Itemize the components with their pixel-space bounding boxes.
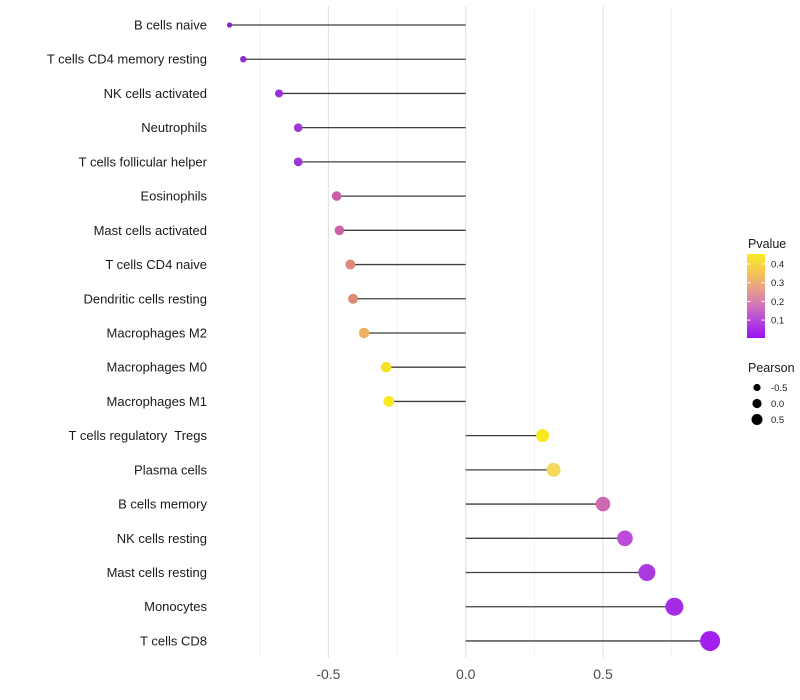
y-axis-label: Eosinophils [141, 189, 208, 204]
pearson-legend-label: -0.5 [771, 383, 787, 394]
pearson-legend-title: Pearson [748, 361, 795, 375]
pearson-legend-label: 0.5 [771, 415, 784, 426]
lollipop-dot [700, 630, 721, 651]
lollipop-dot [638, 564, 656, 582]
lollipop-dot [345, 259, 356, 270]
y-axis-label: Mast cells resting [107, 565, 207, 580]
lollipop-dot [595, 496, 611, 512]
lollipop-dot [274, 89, 283, 98]
lollipop-dot [665, 597, 684, 616]
pearson-legend-dot [753, 383, 761, 392]
x-axis-tick-label: 0.0 [456, 666, 476, 682]
y-axis-label: T cells CD4 naive [105, 257, 207, 272]
y-axis-label: Neutrophils [141, 120, 207, 135]
y-axis-label: Monocytes [144, 599, 207, 614]
pvalue-gradient-bar [747, 254, 765, 338]
y-axis-label: NK cells activated [104, 86, 207, 101]
lollipop-dot [383, 396, 395, 407]
lollipop-dot [226, 22, 233, 28]
lollipop-dot [536, 429, 550, 443]
y-axis-label: Macrophages M1 [107, 394, 207, 409]
y-axis-label: NK cells resting [117, 531, 207, 546]
pvalue-legend-tick-label: 0.1 [771, 316, 784, 327]
y-axis-label: Dendritic cells resting [83, 291, 207, 306]
y-axis-label: Macrophages M0 [107, 360, 207, 375]
pvalue-legend-tick-label: 0.3 [771, 278, 784, 289]
pvalue-legend-title: Pvalue [748, 237, 786, 251]
lollipop-dot [293, 157, 303, 167]
pvalue-legend-tick-label: 0.4 [771, 260, 784, 271]
y-axis-label: T cells follicular helper [79, 154, 208, 169]
x-axis-tick-label: -0.5 [316, 666, 340, 682]
lollipop-dot [293, 123, 303, 132]
pearson-legend-dot [751, 414, 763, 425]
y-axis-label: Mast cells activated [94, 223, 207, 238]
lollipop-dot [334, 225, 345, 236]
lollipop-dot [331, 191, 342, 201]
lollipop-dot [240, 56, 247, 63]
lollipop-dot [358, 327, 370, 339]
x-axis-tick-label: 0.5 [593, 666, 613, 682]
y-axis-label: B cells memory [118, 497, 207, 512]
pearson-legend-dot [752, 398, 762, 409]
y-axis-label: T cells CD4 memory resting [47, 52, 207, 67]
lollipop-dot [617, 530, 633, 547]
y-axis-label: Plasma cells [134, 462, 207, 477]
lollipop-dot [380, 361, 392, 373]
pvalue-legend-tick-label: 0.2 [771, 297, 784, 308]
pearson-legend-label: 0.0 [771, 399, 784, 410]
lollipop-dot [546, 462, 561, 477]
y-axis-label: Macrophages M2 [107, 325, 207, 340]
y-axis-label: T cells CD8 [140, 633, 207, 648]
y-axis-label: T cells regulatory Tregs [69, 428, 208, 443]
y-axis-label: B cells naive [134, 18, 207, 33]
lollipop-dot [348, 293, 359, 304]
